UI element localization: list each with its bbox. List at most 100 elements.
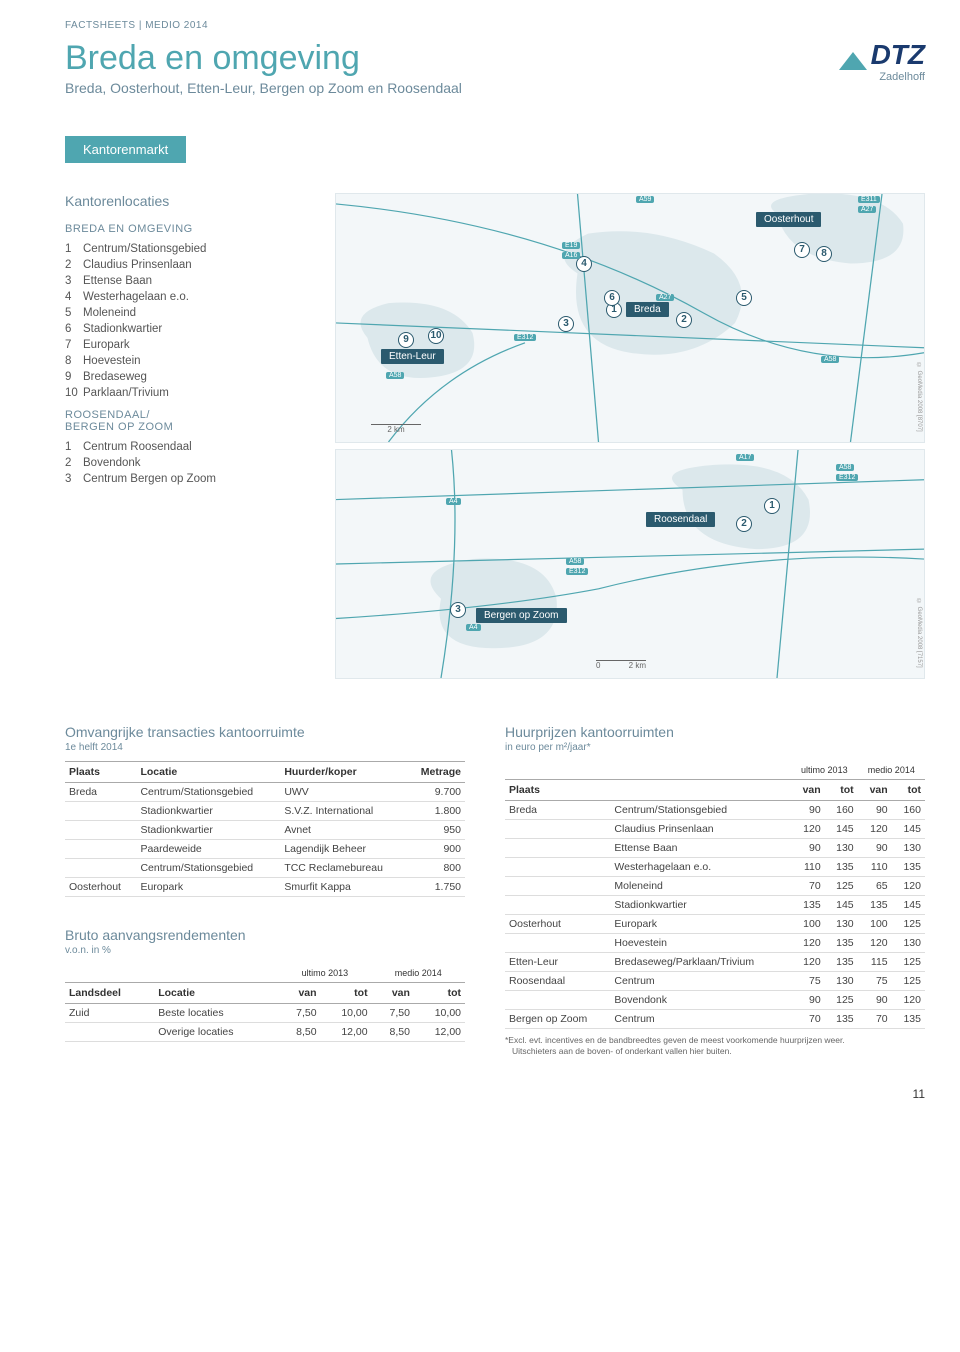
maps-column: Oosterhout Breda Etten-Leur 1 2 3 4 5 6 … bbox=[335, 193, 925, 679]
table-row: BredaCentrum/Stationsgebied9016090160 bbox=[505, 801, 925, 820]
th-period: ultimo 2013 bbox=[791, 761, 858, 780]
location-item: 1Centrum/Stationsgebied bbox=[65, 241, 305, 257]
tables-section: Omvangrijke transacties kantoorruimte 1e… bbox=[65, 724, 925, 1057]
map-label-oosterhout: Oosterhout bbox=[756, 212, 821, 227]
map-marker: 5 bbox=[736, 290, 752, 306]
table-row: RoosendaalCentrum7513075125 bbox=[505, 972, 925, 991]
location-item: 9Bredaseweg bbox=[65, 369, 305, 385]
th: Plaats bbox=[505, 780, 610, 801]
road-label: A16 bbox=[562, 252, 580, 259]
th: Landsdeel bbox=[65, 983, 154, 1004]
rents-sub: in euro per m²/jaar* bbox=[505, 742, 925, 753]
location-item: 2Claudius Prinsenlaan bbox=[65, 257, 305, 273]
title-row: Breda en omgeving Breda, Oosterhout, Ett… bbox=[65, 39, 925, 96]
locations-heading: Kantorenlocaties bbox=[65, 193, 305, 209]
subtitle: Breda, Oosterhout, Etten-Leur, Bergen op… bbox=[65, 80, 462, 96]
table-row: StadionkwartierAvnet950 bbox=[65, 821, 465, 840]
location-item: 7Europark bbox=[65, 337, 305, 353]
th: tot bbox=[892, 780, 925, 801]
road-label: A4 bbox=[466, 624, 481, 631]
transactions-title: Omvangrijke transacties kantoorruimte bbox=[65, 724, 465, 740]
map-label-bergen: Bergen op Zoom bbox=[476, 608, 567, 623]
top-row: Kantorenlocaties BREDA EN OMGEVING 1Cent… bbox=[65, 193, 925, 679]
th: Locatie bbox=[154, 983, 278, 1004]
table-row: Westerhagelaan e.o.110135110135 bbox=[505, 858, 925, 877]
header-tag: FACTSHEETS | MEDIO 2014 bbox=[65, 20, 925, 31]
th: Locatie bbox=[136, 762, 280, 783]
road-label: E312 bbox=[566, 568, 588, 575]
map-marker: 2 bbox=[736, 516, 752, 532]
th: tot bbox=[414, 983, 465, 1004]
map-copyright: © GeoMedia 2008 [7157] bbox=[916, 599, 922, 668]
transactions-sub: 1e helft 2014 bbox=[65, 742, 465, 753]
page-number: 11 bbox=[65, 1087, 925, 1101]
rents-footnote: *Excl. evt. incentives en de bandbreedte… bbox=[505, 1035, 925, 1057]
table-row: Hoevestein120135120130 bbox=[505, 934, 925, 953]
logo-main: DTZ bbox=[871, 39, 925, 70]
location-item: 2Bovendonk bbox=[65, 455, 305, 471]
map-marker: 7 bbox=[794, 242, 810, 258]
location-item: 1Centrum Roosendaal bbox=[65, 439, 305, 455]
road-label: A58 bbox=[386, 372, 404, 379]
map-marker: 10 bbox=[428, 328, 444, 344]
logo-sub: Zadelhoff bbox=[839, 71, 925, 83]
road-label: A58 bbox=[566, 558, 584, 565]
location-item: 8Hoevestein bbox=[65, 353, 305, 369]
transactions-table: Plaats Locatie Huurder/koper Metrage Bre… bbox=[65, 761, 465, 897]
map-marker: 8 bbox=[816, 246, 832, 262]
table-row: Moleneind7012565120 bbox=[505, 877, 925, 896]
location-item: 3Centrum Bergen op Zoom bbox=[65, 471, 305, 487]
table-row: Overige locaties8,5012,008,5012,00 bbox=[65, 1023, 465, 1042]
table-row: ZuidBeste locaties7,5010,007,5010,00 bbox=[65, 1004, 465, 1023]
locations-group1-title: BREDA EN OMGEVING bbox=[65, 223, 305, 235]
location-item: 4Westerhagelaan e.o. bbox=[65, 289, 305, 305]
table-row: BredaCentrum/StationsgebiedUWV9.700 bbox=[65, 783, 465, 802]
th-period: medio 2014 bbox=[372, 964, 465, 983]
road-label: A27 bbox=[656, 294, 674, 301]
th: tot bbox=[825, 780, 858, 801]
map-breda: Oosterhout Breda Etten-Leur 1 2 3 4 5 6 … bbox=[335, 193, 925, 443]
rents-title: Huurprijzen kantoorruimten bbox=[505, 724, 925, 740]
locations-group2-title: ROOSENDAAL/ BERGEN OP ZOOM bbox=[65, 409, 305, 433]
road-label: E312 bbox=[836, 474, 858, 481]
table-row: Bovendonk9012590120 bbox=[505, 991, 925, 1010]
location-item: 3Ettense Baan bbox=[65, 273, 305, 289]
logo: DTZ Zadelhoff bbox=[839, 39, 925, 83]
table-row: StadionkwartierS.V.Z. International1.800 bbox=[65, 802, 465, 821]
table-row: Stadionkwartier135145135145 bbox=[505, 896, 925, 915]
location-item: 5Moleneind bbox=[65, 305, 305, 321]
table-row: OosterhoutEuroparkSmurfit Kappa1.750 bbox=[65, 878, 465, 897]
map-label-roosendaal: Roosendaal bbox=[646, 512, 715, 527]
map-marker: 9 bbox=[398, 332, 414, 348]
location-item: 10Parklaan/Trivium bbox=[65, 385, 305, 401]
page-title: Breda en omgeving bbox=[65, 39, 462, 78]
table-row: PaardeweideLagendijk Beheer900 bbox=[65, 840, 465, 859]
map-copyright: © GeoMedia 2008 [8707] bbox=[916, 363, 922, 432]
map-scale: 0 2 km bbox=[596, 660, 646, 670]
th: tot bbox=[321, 983, 372, 1004]
map-breda-svg bbox=[336, 194, 924, 442]
section-tag: Kantorenmarkt bbox=[65, 136, 186, 163]
logo-triangle-icon bbox=[839, 52, 867, 70]
yields-title: Bruto aanvangsrendementen bbox=[65, 927, 465, 943]
rents-table: ultimo 2013 medio 2014 Plaats van tot va… bbox=[505, 761, 925, 1029]
map-scale: 2 km bbox=[371, 424, 421, 434]
road-label: A58 bbox=[836, 464, 854, 471]
road-label: E312 bbox=[514, 334, 536, 341]
th-period: medio 2014 bbox=[858, 761, 925, 780]
road-label: A59 bbox=[636, 196, 654, 203]
left-tables-column: Omvangrijke transacties kantoorruimte 1e… bbox=[65, 724, 465, 1057]
road-label: A17 bbox=[736, 454, 754, 461]
locations-group1-list: 1Centrum/Stationsgebied2Claudius Prinsen… bbox=[65, 241, 305, 401]
yields-table: ultimo 2013 medio 2014 Landsdeel Locatie… bbox=[65, 964, 465, 1042]
map-roosendaal: Roosendaal Bergen op Zoom 1 2 3 A17 A58 … bbox=[335, 449, 925, 679]
yields-sub: v.o.n. in % bbox=[65, 945, 465, 956]
locations-group2-list: 1Centrum Roosendaal2Bovendonk3Centrum Be… bbox=[65, 439, 305, 487]
road-label: A58 bbox=[821, 356, 839, 363]
table-row: Bergen op ZoomCentrum7013570135 bbox=[505, 1010, 925, 1029]
table-row: Ettense Baan9013090130 bbox=[505, 839, 925, 858]
table-row: Centrum/StationsgebiedTCC Reclamebureau8… bbox=[65, 859, 465, 878]
table-row: OosterhoutEuropark100130100125 bbox=[505, 915, 925, 934]
th: van bbox=[791, 780, 825, 801]
map-marker: 6 bbox=[604, 290, 620, 306]
